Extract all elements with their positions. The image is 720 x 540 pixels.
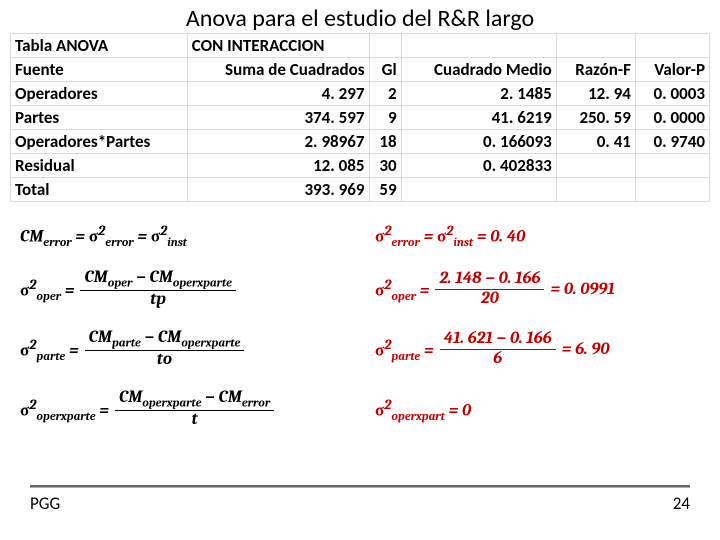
- cell: 12. 085: [187, 154, 369, 178]
- cell: Partes: [11, 106, 188, 130]
- cell: 0. 166093: [401, 130, 556, 154]
- cell: [401, 34, 556, 58]
- cell: [635, 34, 709, 58]
- cell: 30: [369, 154, 401, 178]
- cell: Operadores: [11, 82, 188, 106]
- cell: [401, 178, 556, 202]
- cell: Residual: [11, 154, 188, 178]
- formula-right: σ2error = σ2inst = 0. 40: [375, 222, 525, 249]
- cell: 2. 98967: [187, 130, 369, 154]
- cell: 12. 94: [556, 82, 635, 106]
- cell: Cuadrado Medio: [401, 58, 556, 82]
- cell: Razón-F: [556, 58, 635, 82]
- table-row: Total 393. 969 59: [11, 178, 710, 202]
- formula-left: σ2parte = CMparte − CMoperxparte to: [20, 329, 375, 369]
- cell: [556, 34, 635, 58]
- table-row: Fuente Suma de Cuadrados Gl Cuadrado Med…: [11, 58, 710, 82]
- table-row: Operadores 4. 297 2 2. 1485 12. 94 0. 00…: [11, 82, 710, 106]
- cell: Valor-P: [635, 58, 709, 82]
- formula-row-1: CMerror = σ2error = σ2inst σ2error = σ2i…: [20, 222, 700, 249]
- cell: 0. 402833: [401, 154, 556, 178]
- formula-row-2: σ2oper = CMoper − CMoperxparte tp σ2oper…: [20, 269, 700, 309]
- table-row: Partes 374. 597 9 41. 6219 250. 59 0. 00…: [11, 106, 710, 130]
- cell: 0. 0000: [635, 106, 709, 130]
- formula-row-3: σ2parte = CMparte − CMoperxparte to σ2pa…: [20, 329, 700, 369]
- cell: Fuente: [11, 58, 188, 82]
- table-row: Operadores*Partes 2. 98967 18 0. 166093 …: [11, 130, 710, 154]
- formula-left: CMerror = σ2error = σ2inst: [20, 222, 375, 249]
- cell: 374. 597: [187, 106, 369, 130]
- anova-table: Tabla ANOVA CON INTERACCION Fuente Suma …: [10, 33, 710, 202]
- cell: 0. 41: [556, 130, 635, 154]
- table-row: Residual 12. 085 30 0. 402833: [11, 154, 710, 178]
- cell: 250. 59: [556, 106, 635, 130]
- footer-divider: [30, 485, 690, 488]
- cell: Suma de Cuadrados: [187, 58, 369, 82]
- cell: 2: [369, 82, 401, 106]
- page-title: Anova para el estudio del R&R largo: [0, 0, 720, 33]
- cell: CON INTERACCION: [187, 34, 369, 58]
- table-row: Tabla ANOVA CON INTERACCION: [11, 34, 710, 58]
- footer-right: 24: [673, 493, 690, 514]
- cell: 2. 1485: [401, 82, 556, 106]
- formula-left: σ2operxparte = CMoperxparte − CMerror t: [20, 389, 375, 429]
- cell: 59: [369, 178, 401, 202]
- formula-right: σ2oper = 2. 148 − 0. 166 20 = 0. 0991: [375, 270, 615, 308]
- cell: [556, 178, 635, 202]
- cell: 9: [369, 106, 401, 130]
- footer: PGG 24: [30, 493, 690, 514]
- formula-left: σ2oper = CMoper − CMoperxparte tp: [20, 269, 375, 309]
- cell: 18: [369, 130, 401, 154]
- formula-row-4: σ2operxparte = CMoperxparte − CMerror t …: [20, 389, 700, 429]
- cell: Total: [11, 178, 188, 202]
- formulas-block: CMerror = σ2error = σ2inst σ2error = σ2i…: [20, 222, 700, 430]
- cell: [556, 154, 635, 178]
- cell: [635, 178, 709, 202]
- cell: 393. 969: [187, 178, 369, 202]
- cell: Tabla ANOVA: [11, 34, 188, 58]
- footer-left: PGG: [30, 493, 60, 514]
- cell: [369, 34, 401, 58]
- cell: Operadores*Partes: [11, 130, 188, 154]
- cell: 0. 0003: [635, 82, 709, 106]
- cell: [635, 154, 709, 178]
- cell: Gl: [369, 58, 401, 82]
- cell: 41. 6219: [401, 106, 556, 130]
- cell: 0. 9740: [635, 130, 709, 154]
- formula-right: σ2parte = 41. 621 − 0. 166 6 = 6. 90: [375, 330, 610, 368]
- formula-right: σ2operxpart = 0: [375, 396, 471, 423]
- cell: 4. 297: [187, 82, 369, 106]
